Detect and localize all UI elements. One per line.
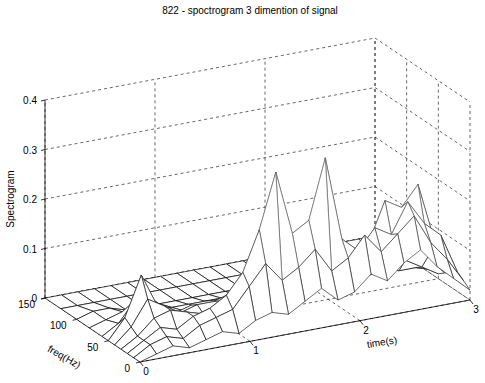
x-tick-label: 2 bbox=[363, 325, 369, 336]
grid bbox=[45, 38, 470, 362]
tick-mark bbox=[250, 341, 253, 345]
tick-mark bbox=[41, 298, 45, 299]
tick-mark bbox=[73, 319, 77, 320]
z-tick-label: 0.1 bbox=[23, 244, 37, 255]
x-tick-label: 1 bbox=[253, 345, 259, 356]
grid-line bbox=[375, 38, 470, 102]
x-tick-label: 0 bbox=[143, 366, 149, 377]
z-tick-label: 0.2 bbox=[23, 194, 37, 205]
tick-mark bbox=[140, 362, 143, 366]
y-tick-label: 50 bbox=[87, 342, 99, 353]
tick-mark bbox=[360, 321, 363, 325]
x-tick-label: 3 bbox=[473, 304, 479, 315]
x-axis-title: time(s) bbox=[366, 334, 398, 350]
grid-line bbox=[375, 88, 470, 152]
grid-line bbox=[375, 137, 470, 201]
axes bbox=[45, 100, 470, 362]
grid-line bbox=[155, 79, 156, 277]
tick-mark bbox=[41, 150, 45, 151]
tick-mark bbox=[41, 199, 45, 200]
grid-line bbox=[45, 88, 375, 150]
title: 822 - spoctrogram 3 dimention of signal bbox=[162, 5, 338, 16]
tick-mark bbox=[136, 362, 140, 363]
grid-line bbox=[45, 38, 375, 100]
tick-mark bbox=[41, 298, 45, 299]
tick-mark bbox=[41, 100, 45, 101]
background bbox=[0, 0, 485, 383]
surface bbox=[45, 158, 470, 362]
z-axis-title: Spectrogram bbox=[5, 170, 16, 227]
z-tick-label: 0.3 bbox=[23, 145, 37, 156]
surface-cell bbox=[134, 345, 157, 362]
tick-marks bbox=[41, 100, 473, 366]
z-tick-label: 0 bbox=[31, 293, 37, 304]
grid-line bbox=[140, 300, 470, 362]
y-axis-title: freq(Hz) bbox=[46, 343, 83, 371]
y-tick-label: 100 bbox=[50, 320, 67, 331]
tick-mark bbox=[104, 341, 108, 342]
chart: 012305010015000.10.20.30.4time(s)freq(Hz… bbox=[0, 0, 485, 383]
z-tick-label: 0.4 bbox=[23, 95, 37, 106]
tick-mark bbox=[470, 300, 473, 304]
tick-labels: 012305010015000.10.20.30.4 bbox=[18, 95, 479, 377]
tick-mark bbox=[41, 249, 45, 250]
y-tick-label: 0 bbox=[124, 363, 130, 374]
x-axis-line bbox=[140, 300, 470, 362]
